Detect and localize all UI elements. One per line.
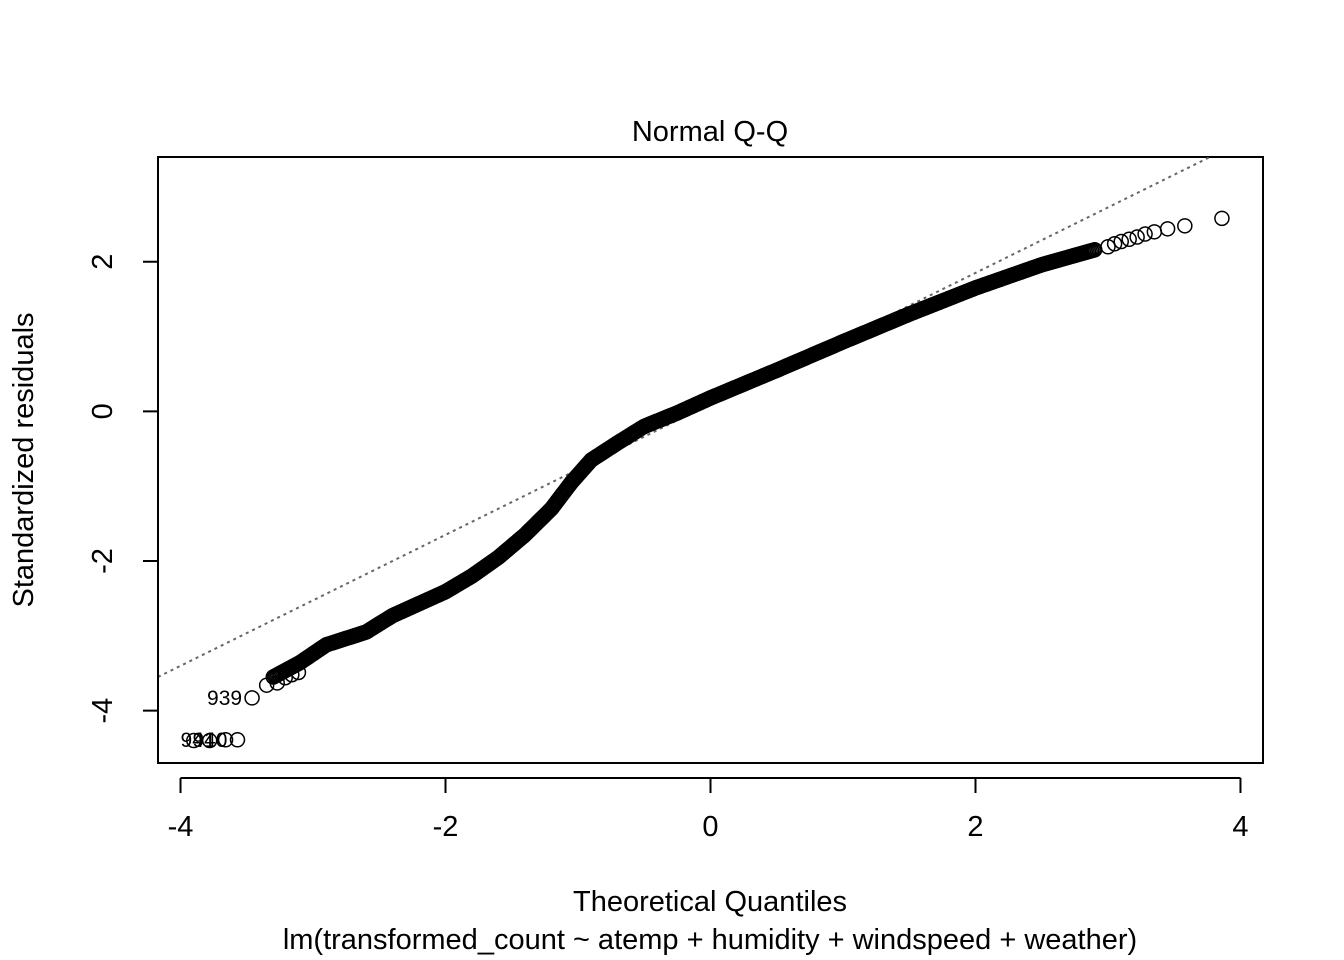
- data-point: [1129, 229, 1145, 245]
- point-label: 941: [181, 729, 216, 752]
- data-point: [269, 675, 285, 691]
- y-axis: -4 -2 0 2: [87, 254, 159, 724]
- data-point: [1146, 224, 1163, 240]
- x-axis-label: Theoretical Quantiles: [573, 886, 847, 918]
- y-tick-label: 0: [87, 403, 119, 419]
- point-label: 939: [207, 687, 242, 710]
- x-tick-label: -2: [433, 811, 459, 843]
- x-tick-label: 0: [702, 811, 718, 843]
- y-tick-label: -4: [87, 698, 119, 724]
- x-tick-label: 2: [967, 811, 983, 843]
- data-point: [244, 690, 260, 706]
- point-label: 940: [192, 729, 227, 752]
- data-point: [1113, 233, 1129, 250]
- x-axis: -4 -2 0 2 4: [168, 777, 1249, 843]
- y-axis-label: Standardized residuals: [8, 312, 40, 607]
- x-tick-label: -4: [168, 811, 194, 843]
- data-point: [1106, 236, 1123, 252]
- data-point: [1214, 210, 1230, 227]
- data-point: [201, 732, 218, 749]
- data-point: [290, 664, 307, 681]
- data-point: [1177, 218, 1193, 234]
- y-tick-label: -2: [87, 548, 119, 574]
- data-point: [229, 732, 246, 748]
- chart-title: Normal Q-Q: [632, 116, 788, 148]
- data-point: [217, 732, 234, 748]
- y-tick-label: 2: [87, 254, 119, 270]
- data-point: [1159, 221, 1176, 237]
- data-point: [186, 732, 202, 749]
- x-tick-label: 4: [1232, 811, 1248, 843]
- data-point: [258, 677, 275, 693]
- data-point: [284, 666, 300, 683]
- data-points: [186, 210, 1230, 749]
- chart-subtitle: lm(transformed_count ~ atemp + humidity …: [283, 924, 1137, 956]
- data-point: [1137, 226, 1153, 242]
- data-point: [1121, 231, 1137, 248]
